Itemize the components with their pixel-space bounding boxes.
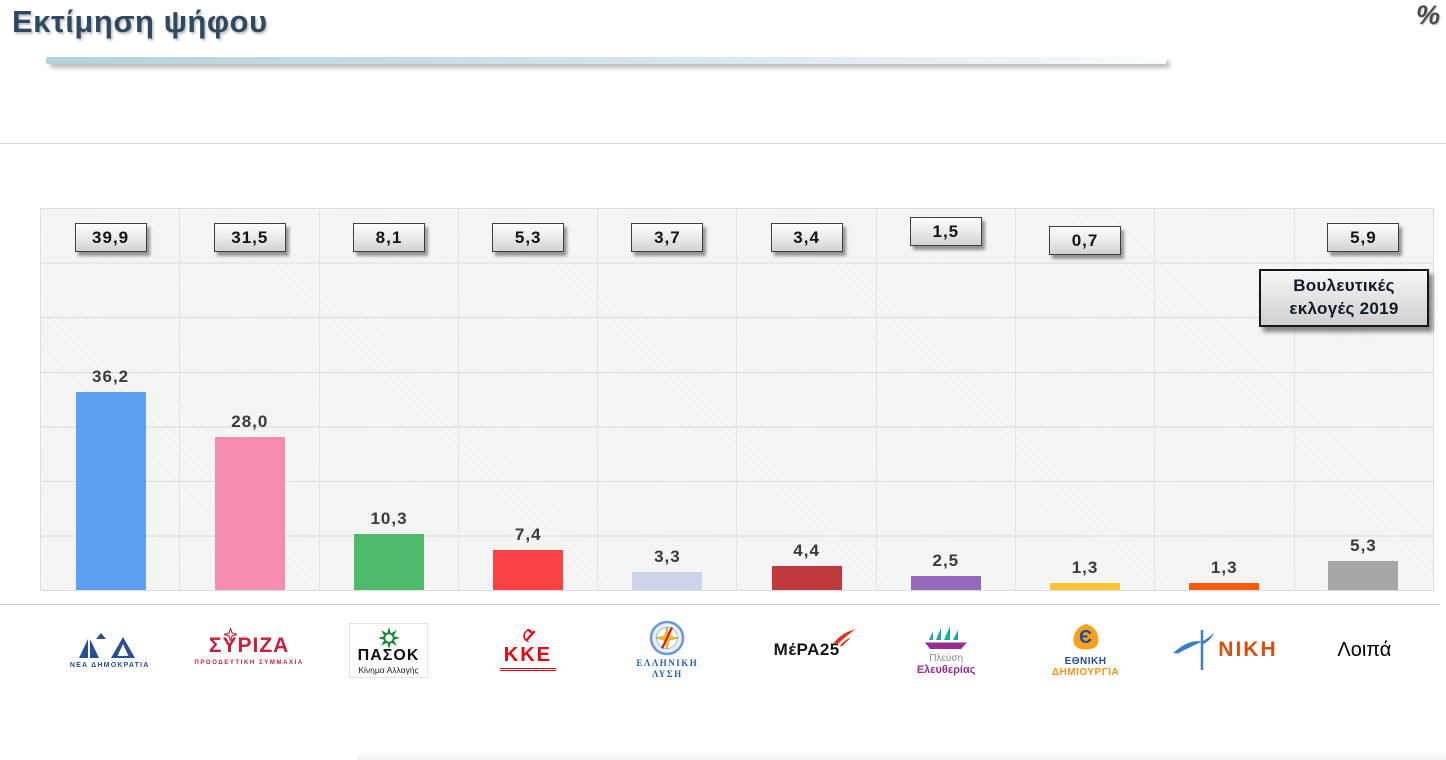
election-2019-legend-box: Βουλευτικές εκλογές 2019	[1259, 269, 1429, 327]
election-2019-value-ethniki-dimiourgia: 0,7	[1049, 226, 1122, 255]
party-name-line1: Πλεύση	[929, 653, 964, 664]
party-name-label: ΠΑΣΟΚ	[357, 646, 420, 664]
party-logos-row: ΝΕΑ ΔΗΜΟΚΡΑΤΙΑ ΣΥΡΙΖΑ ΠΡΟΟΔΕΥΤΙΚΗ ΣΥΜΜΑΧ…	[40, 610, 1434, 690]
legend-line-1: Βουλευτικές	[1293, 276, 1395, 296]
bar-slot-ethniki-dimiourgia: 1,3	[1015, 209, 1154, 590]
bar-pasok	[354, 534, 424, 590]
bar-slot-niki: 1,3	[1155, 209, 1294, 590]
election-2019-value-loipa: 5,9	[1327, 223, 1400, 252]
election-2019-values-row: 39,9 31,5 8,1 5,3 3,7 3,4 1,5 0,7 5,9	[41, 217, 1433, 255]
compass-icon	[650, 620, 685, 655]
bar-value-label: 3,3	[654, 547, 681, 566]
bar-value-label: 1,3	[1071, 558, 1099, 577]
party-logo-plefsi-eleftherias: Πλεύση Ελευθερίας	[876, 610, 1015, 690]
bar-value-label: 36,2	[92, 367, 130, 386]
bar-slot-pasok: 10,3	[319, 209, 458, 590]
pasok-sun-icon	[377, 626, 400, 649]
bar-value-label: 1,3	[1210, 558, 1238, 577]
plot-area: 36,2 28,0 10,3 7,4 3,3	[40, 208, 1434, 591]
election-2019-value-syriza: 31,5	[213, 223, 286, 252]
bar-elliniki-lysi	[632, 572, 703, 590]
bar-mera25	[771, 566, 842, 590]
election-2019-value-plefsi: 1,5	[909, 217, 982, 246]
election-2019-value-pasok: 8,1	[353, 223, 425, 252]
party-name-line2: Ελευθερίας	[916, 664, 976, 676]
bar-value-label: 10,3	[370, 509, 408, 528]
election-2019-value-mera25: 3,4	[770, 223, 843, 252]
party-logo-kke: ΚΚΕ	[458, 610, 597, 690]
party-subtitle-label: Κίνημα Αλλαγής	[358, 664, 419, 675]
party-name-line1: ΕΛΛΗΝΙΚΗ	[636, 657, 699, 668]
party-name-label: ΚΚΕ	[499, 644, 557, 671]
party-name-label: ΝΕΑ ΔΗΜΟΚΡΑΤΙΑ	[69, 661, 150, 669]
bar-plefsi	[910, 576, 981, 590]
shield-icon	[1073, 623, 1098, 649]
party-logo-pasok: ΠΑΣΟΚ Κίνημα Αλλαγής	[319, 610, 458, 690]
bar-slot-elliniki-lysi: 3,3	[598, 209, 737, 590]
party-name-label: ΝΙΚΗ	[1218, 638, 1278, 661]
bar-value-label: 5,3	[1350, 536, 1377, 555]
ethniki-monogram: Є	[1079, 626, 1092, 647]
bar-kke	[493, 550, 564, 590]
vertical-gridlines	[41, 209, 1433, 590]
party-logo-elliniki-lysi: ΕΛΛΗΝΙΚΗ ΛΥΣΗ	[598, 610, 737, 690]
hammer-sickle-icon	[523, 629, 536, 643]
bar-slot-kke: 7,4	[459, 209, 598, 590]
page-title: Εκτίμηση ψήφου	[12, 4, 268, 39]
unit-label: %	[1415, 0, 1440, 30]
bar-value-label: 28,0	[231, 412, 269, 431]
nea-dimokratia-icon	[78, 632, 135, 658]
party-logo-nea-dimokratia: ΝΕΑ ΔΗΜΟΚΡΑΤΙΑ	[40, 610, 179, 690]
party-name-label: ΣΥΡΙΖΑ	[208, 634, 290, 657]
bar-slot-loipa: 5,3	[1294, 209, 1433, 590]
bar-slot-plefsi: 2,5	[876, 209, 1015, 590]
niki-cross-swoosh-icon	[1173, 630, 1215, 670]
party-logo-ethniki-dimiourgia: Є ΕΘΝΙΚΗ ΔΗΜΙΟΥΡΓΙΑ	[1016, 610, 1155, 690]
party-name-label: Λοιπά	[1337, 638, 1392, 661]
election-2019-value-kke: 5,3	[492, 223, 565, 252]
party-logo-niki: ΝΙΚΗ	[1155, 610, 1294, 690]
bar-slot-syriza: 28,0	[180, 209, 319, 590]
bar-ethniki-dimiourgia	[1050, 583, 1121, 590]
sailboat-icon	[925, 626, 968, 649]
syriza-star-icon	[223, 628, 237, 641]
bar-value-label: 2,5	[932, 551, 960, 570]
party-name-line1: ΕΘΝΙΚΗ	[1064, 655, 1107, 667]
bar-value-label: 7,4	[514, 525, 542, 544]
bar-value-label: 4,4	[793, 541, 820, 560]
footer-shadow-strip	[358, 752, 1446, 760]
title-underline	[46, 57, 1166, 64]
chart-panel: 36,2 28,0 10,3 7,4 3,3	[0, 143, 1446, 708]
bars-row: 36,2 28,0 10,3 7,4 3,3	[41, 209, 1433, 590]
election-2019-value-nd: 39,9	[74, 223, 147, 252]
bird-icon	[832, 629, 855, 647]
bar-nd	[75, 392, 146, 590]
party-name-line2: ΔΗΜΙΟΥΡΓΙΑ	[1051, 666, 1120, 678]
party-logo-mera25: ΜέΡΑ25	[737, 610, 876, 690]
bar-slot-mera25: 4,4	[737, 209, 876, 590]
bar-slot-nd: 36,2	[41, 209, 180, 590]
legend-line-2: εκλογές 2019	[1289, 299, 1399, 318]
election-2019-value-elliniki-lysi: 3,7	[631, 223, 704, 252]
bar-niki	[1189, 583, 1260, 590]
party-subtitle-label: ΠΡΟΟΔΕΥΤΙΚΗ ΣΥΜΜΑΧΙΑ	[194, 660, 304, 666]
party-name-label: ΜέΡΑ25	[773, 640, 840, 659]
party-logo-syriza: ΣΥΡΙΖΑ ΠΡΟΟΔΕΥΤΙΚΗ ΣΥΜΜΑΧΙΑ	[179, 610, 318, 690]
category-label-loipa: Λοιπά	[1295, 610, 1434, 690]
bar-syriza	[214, 437, 285, 590]
x-axis-line	[0, 604, 1440, 605]
bar-loipa	[1328, 561, 1399, 590]
party-name-line2: ΛΥΣΗ	[651, 669, 683, 679]
